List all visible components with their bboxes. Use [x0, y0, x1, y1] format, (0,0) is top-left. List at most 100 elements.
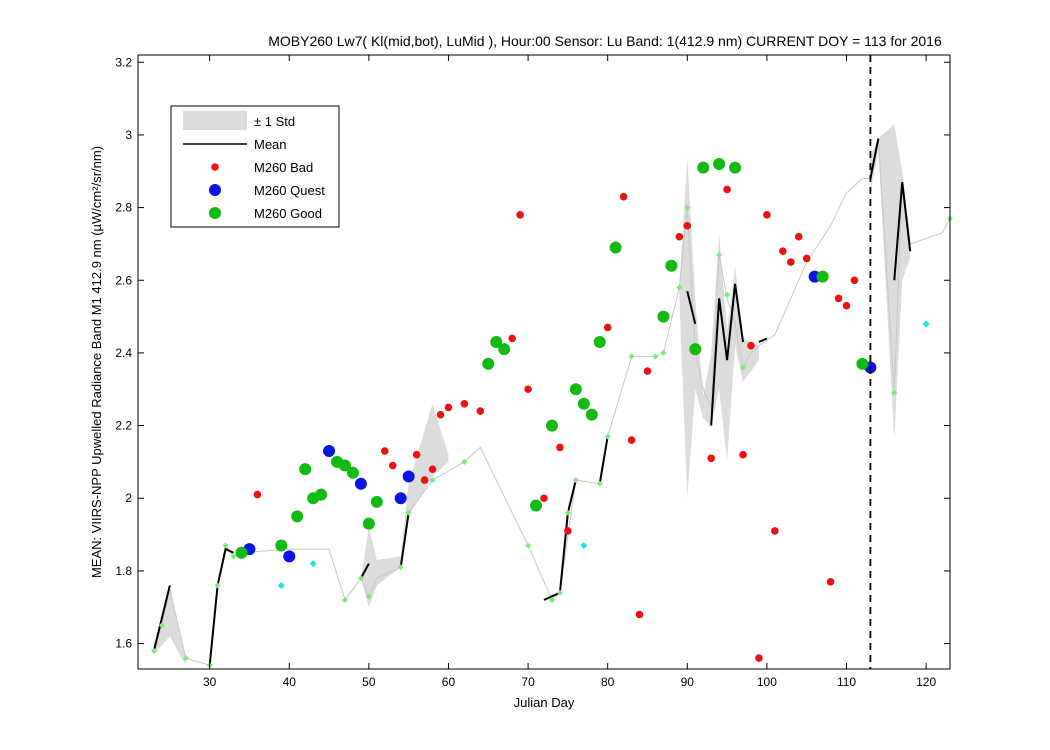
light-green-point [405, 509, 412, 516]
good-point [657, 310, 670, 323]
bad-point [643, 367, 652, 375]
light-green-point [556, 589, 563, 596]
mean-line [399, 512, 410, 568]
bad-point [436, 410, 445, 419]
bad-point [388, 461, 397, 470]
bad-point [556, 443, 564, 452]
x-tick-label: 30 [203, 675, 217, 689]
x-tick-label: 100 [757, 675, 777, 689]
good-point [275, 539, 288, 552]
light-green-point [724, 291, 731, 298]
good-point [665, 259, 678, 272]
good-point [697, 161, 710, 174]
good-point [235, 546, 248, 559]
bad-point [540, 494, 548, 503]
mean-line [893, 182, 912, 281]
light-green-point [525, 542, 532, 549]
light-green-point [397, 564, 404, 571]
good-points [235, 157, 869, 559]
bad-point [476, 407, 485, 415]
legend-label: M260 Good [254, 206, 322, 221]
bad-point [683, 221, 692, 230]
quest-points [243, 270, 877, 563]
light-green-point [564, 509, 571, 516]
light-green-point [182, 655, 189, 662]
y-tick-label: 2.4 [115, 346, 132, 360]
bad-point [603, 323, 612, 332]
bad-point [460, 399, 469, 408]
y-tick-label: 3 [125, 128, 132, 142]
y-axis: 1.6 1.8 2 2.2 2.4 2.6 2.8 3 3.2 [115, 55, 950, 651]
bad-point [516, 211, 524, 219]
y-tick-label: 2 [125, 491, 132, 505]
std-band [153, 589, 186, 666]
good-point [530, 499, 543, 512]
x-axis: 30 40 50 60 70 80 90 100 110 120 [203, 55, 936, 689]
quest-point [394, 492, 407, 505]
light-green-point [461, 458, 468, 465]
bad-point [619, 192, 628, 201]
quest-point [323, 445, 336, 458]
bad-point [842, 301, 851, 310]
plot-frame [137, 54, 951, 670]
good-point [569, 383, 582, 396]
y-tick-label: 2.8 [115, 201, 132, 215]
good-point [490, 336, 503, 349]
good-point [856, 357, 869, 370]
bad-point [763, 211, 771, 219]
light-green-point [429, 477, 436, 484]
quest-point [402, 470, 415, 483]
mean-line [208, 547, 234, 666]
good-point [362, 517, 375, 530]
legend-label: M260 Bad [254, 160, 313, 175]
legend-dot-swatch [211, 163, 219, 171]
good-point [816, 270, 829, 283]
bad-point [412, 450, 421, 459]
good-point [338, 459, 351, 472]
good-point [291, 510, 304, 523]
x-tick-label: 70 [521, 675, 535, 689]
bad-point [253, 490, 262, 499]
light-green-point [891, 389, 898, 396]
good-point [713, 157, 726, 170]
std-band [679, 156, 759, 499]
light-green-point [660, 349, 667, 356]
cyan-point [277, 581, 285, 589]
legend: ± 1 Std Mean M260 Bad M260 Quest M260 Good [170, 105, 340, 228]
light-green-point [676, 284, 683, 291]
light-green-point [230, 553, 237, 560]
cyan-point [922, 320, 930, 328]
bad-point [850, 276, 859, 285]
good-point [346, 466, 359, 479]
bad-point [755, 654, 763, 662]
bad-point [380, 447, 389, 455]
bad-points [253, 185, 859, 662]
light-green-point [740, 364, 747, 371]
good-point [498, 343, 511, 356]
light-green-point [214, 582, 221, 589]
light-green-point [652, 353, 659, 360]
x-tick-label: 110 [837, 675, 856, 689]
bad-point [834, 294, 843, 303]
bad-point [739, 450, 747, 459]
cyan-points [277, 320, 930, 589]
x-tick-label: 90 [681, 675, 695, 689]
legend-label: Mean [254, 137, 287, 152]
light-green-point [684, 204, 691, 211]
y-tick-label: 3.2 [115, 55, 132, 69]
good-point [689, 343, 702, 356]
x-tick-label: 40 [283, 675, 297, 689]
legend-band-swatch [183, 111, 247, 130]
x-axis-label: Julian Day [514, 695, 575, 710]
light-green-point [150, 647, 157, 654]
y-axis-label: MEAN: VIIRS-NPP Upwelled Radiance Band M… [89, 146, 104, 578]
bad-point [747, 341, 755, 350]
x-tick-label: 120 [916, 675, 936, 689]
bad-point [771, 527, 779, 535]
bad-point [420, 476, 429, 484]
bad-point [564, 527, 572, 535]
x-tick-label: 50 [362, 675, 376, 689]
mean-lines [152, 138, 912, 666]
cyan-point [580, 541, 588, 549]
